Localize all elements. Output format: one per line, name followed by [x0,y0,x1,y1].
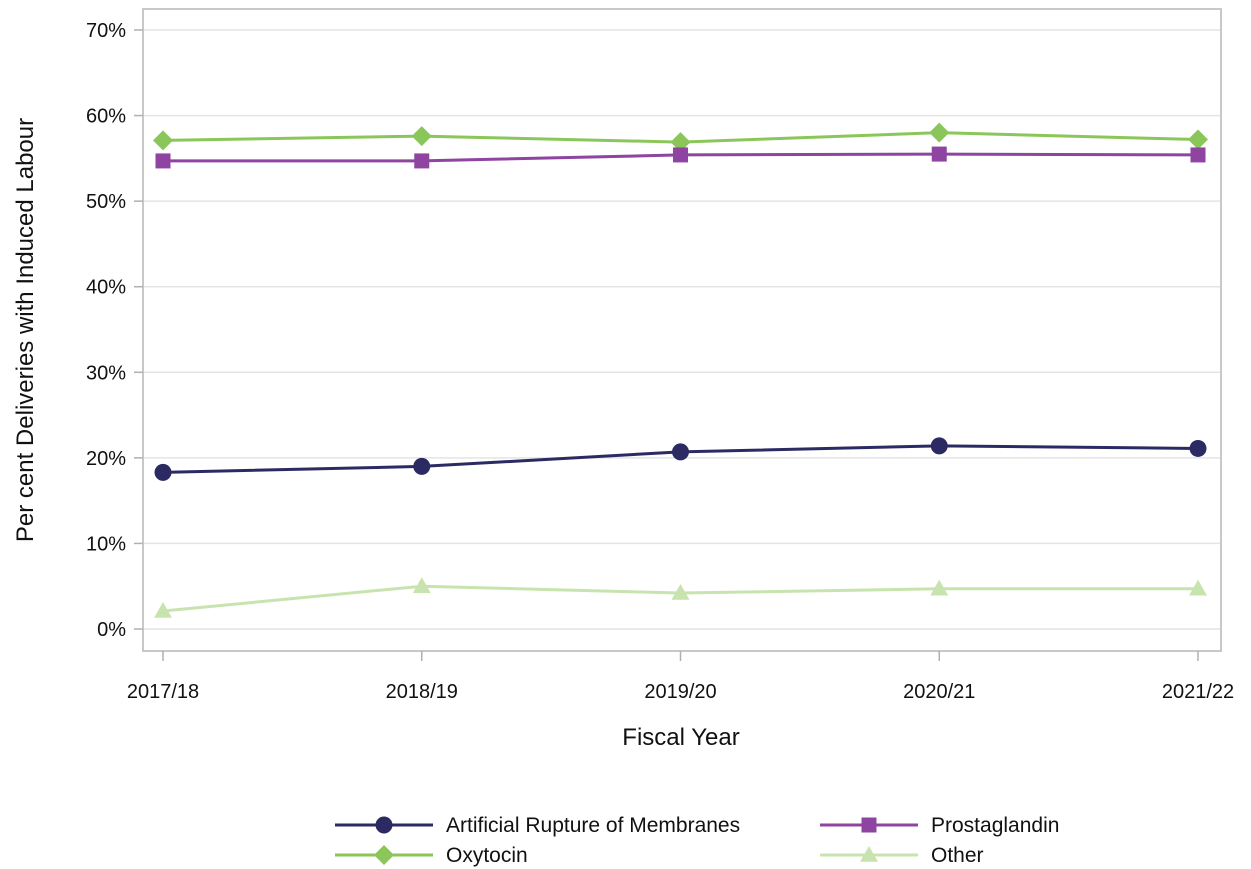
y-tick-label: 70% [86,20,126,42]
data-point [930,437,948,455]
y-tick-label: 10% [86,533,126,555]
x-axis: 2017/18 2018/19 2019/20 2020/21 2021/22 [127,651,1234,703]
data-point [1190,147,1206,163]
y-tick-label: 60% [86,106,126,128]
legend-item: Oxytocin [335,844,528,867]
data-point [670,132,691,153]
data-point [375,816,393,834]
legend-label: Artificial Rupture of Membranes [446,814,740,837]
legend-item: Prostaglandin [820,814,1059,837]
data-point [411,126,432,147]
x-tick-label: 2017/18 [127,681,199,703]
data-point [671,584,690,600]
x-tick-label: 2019/20 [644,681,716,703]
y-tick-label: 20% [86,448,126,470]
data-point [412,577,431,593]
series-oxytocin [153,122,1208,153]
y-tick-label: 50% [86,191,126,213]
x-tick-label: 2020/21 [903,681,975,703]
x-tick-label: 2021/22 [1162,681,1234,703]
data-point [1189,439,1207,457]
data-point [414,153,430,169]
data-point [929,122,950,143]
series-lines [153,122,1208,618]
data-point [154,602,172,618]
gridlines [143,29,1221,630]
legend-label: Oxytocin [446,844,528,867]
data-point [930,579,949,596]
series-other [154,577,1207,618]
y-tick-label: 0% [97,619,126,641]
x-tick-label: 2018/19 [386,681,458,703]
data-point [1189,579,1207,596]
data-point [374,845,394,865]
legend-item: Other [820,844,984,867]
data-point [154,463,172,481]
y-axis: 0% 10% 20% 30% 40% 50% 60% 70% [86,20,143,641]
x-axis-title: Fiscal Year [622,724,739,751]
legend-label: Prostaglandin [931,814,1059,837]
data-point [155,153,171,169]
data-point [861,817,877,833]
data-point [672,443,689,461]
series-prostaglandin [155,146,1206,169]
data-point [673,147,688,163]
y-tick-label: 40% [86,277,126,299]
data-point [931,146,947,162]
y-axis-title: Per cent Deliveries with Induced Labour [12,118,39,542]
legend: Artificial Rupture of Membranes Prostagla… [335,814,1059,867]
legend-label: Other [931,844,984,867]
y-tick-label: 30% [86,362,126,384]
data-point [153,130,173,151]
data-point [413,457,431,475]
data-point [1188,129,1208,150]
plot-frame [142,8,1222,652]
series-artificial-rupture-of-membranes [154,437,1207,481]
data-point [860,846,878,862]
legend-item: Artificial Rupture of Membranes [335,814,740,837]
